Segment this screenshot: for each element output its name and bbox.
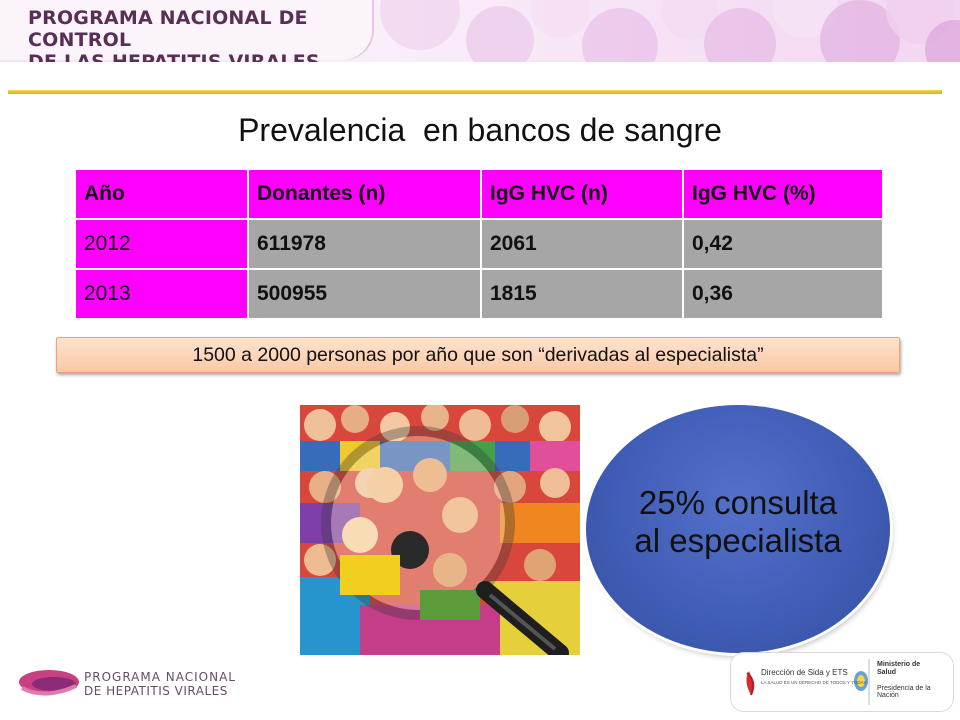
bubble-text: 25% consulta al especialista bbox=[634, 484, 842, 559]
cell-igg-percent: 0,36 bbox=[682, 268, 884, 320]
referral-callout: 1500 a 2000 personas por año que son “de… bbox=[56, 337, 900, 373]
footer-line-2: DE HEPATITIS VIRALES bbox=[84, 684, 228, 698]
cell-year: 2012 bbox=[74, 218, 249, 270]
footer-program-name: PROGRAMA NACIONAL DE HEPATITIS VIRALES bbox=[84, 670, 236, 698]
cell-donors: 611978 bbox=[247, 218, 482, 270]
cell-igg-percent: 0,42 bbox=[682, 218, 884, 270]
ministry-text: Ministerio de Salud bbox=[877, 661, 921, 676]
header-banner: PROGRAMA NACIONAL DE CONTROL DE LAS HEPA… bbox=[0, 0, 960, 62]
crowd-magnifier-image bbox=[300, 405, 580, 655]
header-tab bbox=[0, 0, 372, 60]
cell-year: 2013 bbox=[74, 268, 249, 320]
table-row: 2012 611978 2061 0,42 bbox=[74, 218, 884, 270]
dir-sida-subtext: LA SALUD ES UN DERECHO DE TODOS Y TODAS bbox=[761, 680, 867, 685]
program-logo bbox=[14, 664, 244, 704]
slide-title: Prevalencia en bancos de sangre bbox=[238, 112, 722, 148]
ministry-logo-icons bbox=[746, 659, 870, 705]
column-header-igg-percent: IgG HVC (%) bbox=[682, 168, 884, 220]
cell-donors: 500955 bbox=[247, 268, 482, 320]
table-header-row: Año Donantes (n) IgG HVC (n) IgG HVC (%) bbox=[74, 168, 884, 220]
program-title: PROGRAMA NACIONAL DE CONTROL DE LAS HEPA… bbox=[28, 7, 320, 62]
cell-igg-count: 2061 bbox=[480, 218, 684, 270]
table-row: 2013 500955 1815 0,36 bbox=[74, 268, 884, 320]
footer-line-1: PROGRAMA NACIONAL bbox=[84, 670, 236, 684]
column-header-igg-count: IgG HVC (n) bbox=[480, 168, 684, 220]
gold-divider bbox=[8, 90, 942, 94]
column-header-donors: Donantes (n) bbox=[247, 168, 482, 220]
column-header-year: Año bbox=[74, 168, 249, 220]
specialist-percent-bubble: 25% consulta al especialista bbox=[586, 405, 890, 653]
hepatitis-program-logo-icon bbox=[19, 670, 79, 696]
prevalence-table: Año Donantes (n) IgG HVC (n) IgG HVC (%)… bbox=[74, 168, 884, 320]
ministry-logos: Dirección de Sida y ETS LA SALUD ES UN D… bbox=[730, 652, 954, 712]
cell-igg-count: 1815 bbox=[480, 268, 684, 320]
dir-sida-text: Dirección de Sida y ETS bbox=[761, 668, 848, 677]
crowd-illustration bbox=[300, 405, 580, 655]
presidency-text: Presidencia de la Nación bbox=[877, 685, 931, 699]
header-bubbles-decoration bbox=[380, 0, 960, 62]
